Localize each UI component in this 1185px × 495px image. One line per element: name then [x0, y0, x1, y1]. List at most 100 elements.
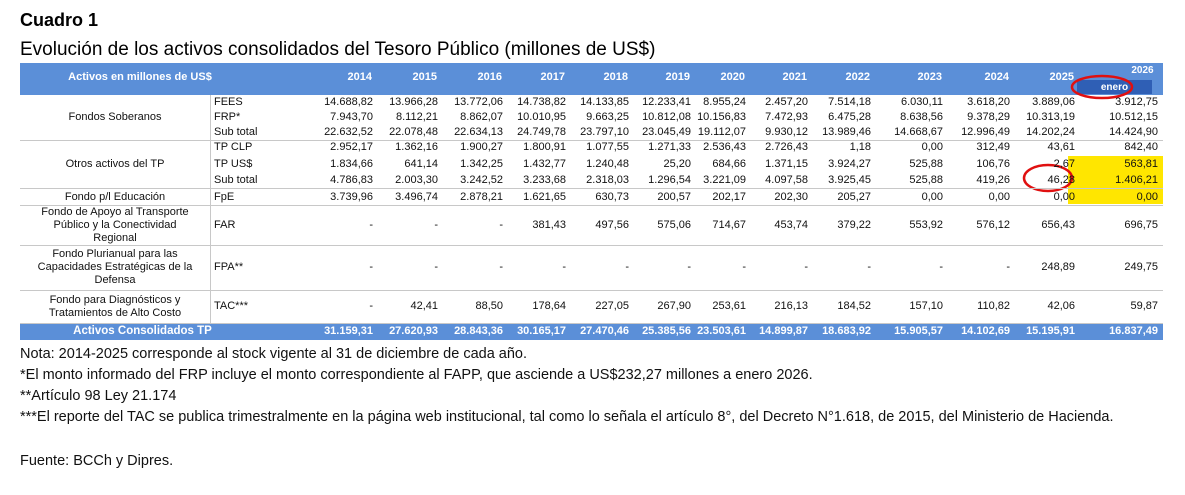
value-cell: 3.242,52	[460, 173, 503, 186]
value-cell: 842,40	[1124, 141, 1158, 153]
value-cell: 3.912,75	[1115, 96, 1158, 108]
value-cell: 13.989,46	[822, 126, 871, 138]
note-bg	[1077, 80, 1152, 94]
value-cell: 23.045,49	[642, 126, 691, 138]
value-cell: 1.800,91	[523, 141, 566, 153]
column-header: 2023	[917, 71, 942, 83]
value-cell: 14.688,82	[324, 96, 373, 108]
row-label: TP US$	[214, 157, 253, 170]
value-cell: 2.318,03	[586, 173, 629, 186]
value-cell: 714,67	[712, 218, 746, 231]
total-value: 14.102,69	[961, 325, 1010, 337]
value-cell: 630,73	[595, 190, 629, 203]
value-cell: 2.726,43	[765, 141, 808, 153]
value-cell: 23.797,10	[580, 126, 629, 138]
total-bg	[20, 323, 1163, 340]
value-cell: 3.618,20	[967, 96, 1010, 108]
value-cell: 13.966,28	[389, 96, 438, 108]
note: Nota: 2014-2025 corresponde al stock vig…	[20, 346, 528, 362]
value-cell: 1,18	[849, 141, 871, 153]
value-cell: 2,67	[1053, 157, 1075, 170]
value-cell: 14.133,85	[580, 96, 629, 108]
total-value: 30.165,17	[517, 325, 566, 337]
value-cell: -	[369, 300, 373, 312]
value-cell: 641,14	[404, 157, 438, 170]
note: *El monto informado del FRP incluye el m…	[20, 367, 813, 383]
value-cell: -	[742, 261, 746, 273]
group-label: Fondo p/l Educación	[64, 190, 166, 203]
row-border	[20, 323, 1163, 324]
value-cell: 381,43	[532, 218, 566, 231]
value-cell: 8.862,07	[460, 111, 503, 123]
total-label: Activos Consolidados TP	[73, 325, 212, 337]
value-cell: -	[625, 261, 629, 273]
highlight	[1068, 156, 1163, 204]
value-cell: 46,28	[1047, 173, 1075, 186]
value-cell: 0,00	[1136, 190, 1158, 203]
header-bg	[20, 63, 1163, 95]
value-cell: 9.378,29	[967, 111, 1010, 123]
value-cell: 12.233,41	[642, 96, 691, 108]
group-label: Tratamientos de Alto Costo	[48, 306, 182, 319]
value-cell: 575,06	[657, 218, 691, 231]
value-cell: 14.424,90	[1109, 126, 1158, 138]
column-header: 2021	[782, 71, 807, 83]
value-cell: 14.202,24	[1026, 126, 1075, 138]
total-value: 31.159,31	[324, 325, 373, 337]
value-cell: 6.475,28	[828, 111, 871, 123]
value-cell: 525,88	[909, 157, 943, 170]
group-label: Otros activos del TP	[65, 157, 165, 170]
value-cell: -	[369, 261, 373, 273]
column-divider	[210, 95, 211, 323]
value-cell: 3.889,06	[1032, 96, 1075, 108]
value-cell: 1.342,25	[460, 157, 503, 170]
total-value: 18.683,92	[822, 325, 871, 337]
value-cell: 3.739,96	[330, 190, 373, 203]
value-cell: 1.371,15	[765, 157, 808, 170]
value-cell: 157,10	[909, 300, 943, 312]
column-header: 2015	[412, 71, 437, 83]
column-header: 2016	[477, 71, 502, 83]
value-cell: 248,89	[1041, 261, 1075, 273]
value-cell: 419,26	[976, 173, 1010, 186]
value-cell: 10.156,83	[697, 111, 746, 123]
value-cell: 684,66	[712, 157, 746, 170]
row-label: FpE	[214, 190, 235, 203]
value-cell: 106,76	[976, 157, 1010, 170]
value-cell: 22.632,52	[324, 126, 373, 138]
group-label: Capacidades Estratégicas de la	[37, 261, 193, 273]
value-cell: 43,61	[1047, 141, 1075, 153]
value-cell: 22.634,13	[454, 126, 503, 138]
value-cell: -	[1006, 261, 1010, 273]
value-cell: 4.097,58	[765, 173, 808, 186]
column-header: 2018	[603, 71, 628, 83]
value-cell: 1.406,21	[1115, 173, 1158, 186]
value-cell: 8.638,56	[900, 111, 943, 123]
value-cell: 178,64	[532, 300, 566, 312]
total-value: 28.843,36	[454, 325, 503, 337]
note: ***El reporte del TAC se publica trimest…	[20, 409, 1114, 425]
group-label: Fondo para Diagnósticos y	[49, 293, 181, 306]
value-cell: 696,75	[1124, 218, 1158, 231]
value-cell: 216,13	[774, 300, 808, 312]
row-label: FAR	[214, 218, 236, 231]
value-cell: 1.362,16	[395, 141, 438, 153]
total-value: 15.905,57	[894, 325, 943, 337]
row-label: FRP*	[214, 111, 241, 123]
value-cell: 42,41	[410, 300, 438, 312]
value-cell: 110,82	[977, 300, 1010, 312]
row-border	[20, 290, 1163, 291]
value-cell: 312,49	[976, 141, 1010, 153]
row-border	[20, 245, 1163, 246]
value-cell: 453,74	[774, 218, 808, 231]
value-cell: 0,00	[1053, 190, 1075, 203]
value-cell: 14.738,82	[517, 96, 566, 108]
column-header: Activos en millones de US$	[68, 71, 212, 83]
value-cell: 12.996,49	[961, 126, 1010, 138]
value-cell: -	[867, 261, 871, 273]
total-value: 27.470,46	[580, 325, 629, 337]
value-cell: 563,81	[1124, 157, 1158, 170]
value-cell: 7.943,70	[330, 111, 373, 123]
column-header: 2014	[347, 71, 372, 83]
column-note: enero	[1100, 82, 1129, 93]
